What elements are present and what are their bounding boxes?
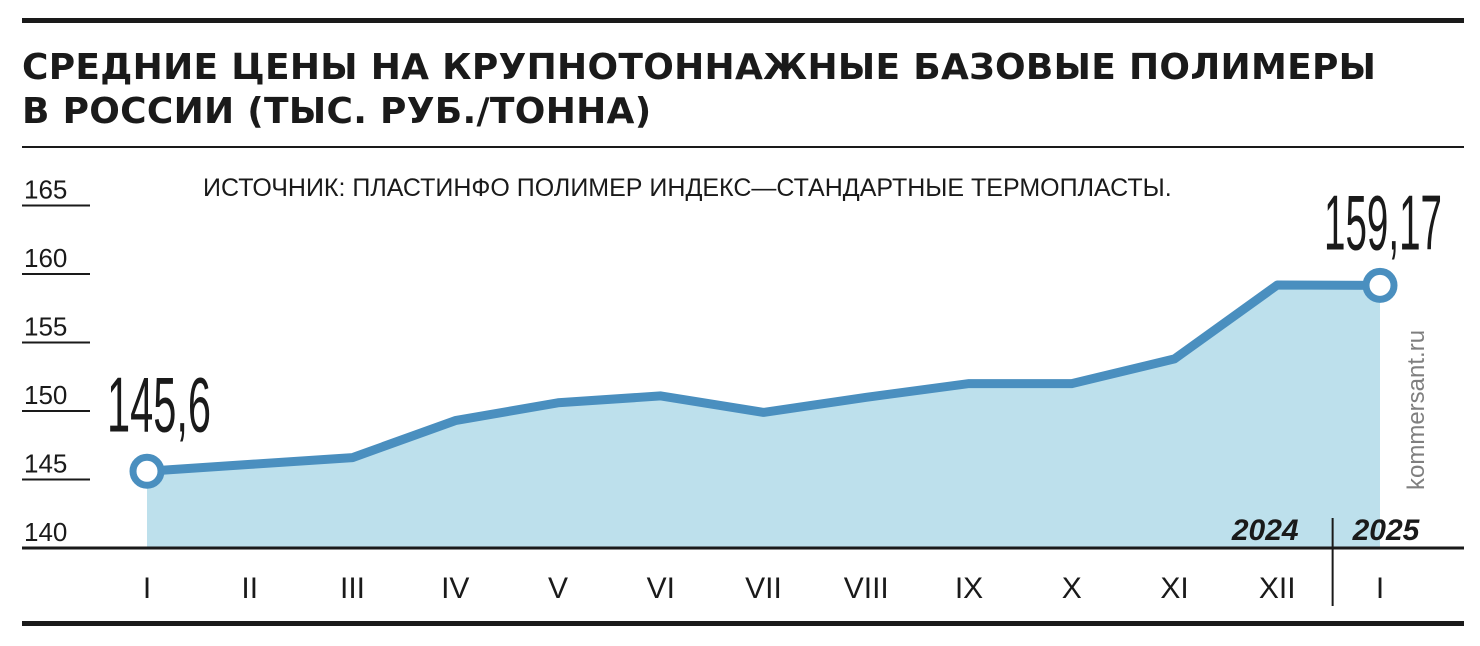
y-tick-label: 145 <box>24 449 67 479</box>
point-marker <box>1362 267 1398 303</box>
chart-title-line-1: СРЕДНИЕ ЦЕНЫ НА КРУПНОТОННАЖНЫЕ БАЗОВЫЕ … <box>22 47 1377 88</box>
year-label: 2025 <box>1352 514 1421 547</box>
y-tick-label: 165 <box>24 175 67 205</box>
credit-watermark: kommersant.ru <box>1403 330 1430 490</box>
x-category-label: V <box>548 572 568 605</box>
y-tick-label: 140 <box>24 517 67 547</box>
y-tick-label: 155 <box>24 312 67 342</box>
title-divider <box>22 146 1464 148</box>
chart-title-line-2: В РОССИИ (ТЫС. РУБ./ТОННА) <box>22 91 652 132</box>
x-category-label: VII <box>745 572 782 605</box>
x-category-label: IX <box>955 572 983 605</box>
year-label: 2024 <box>1231 514 1299 547</box>
x-category-label: II <box>241 572 258 605</box>
x-category-label: IV <box>441 572 469 605</box>
point-value-label: 145,6 <box>107 360 211 448</box>
bottom-rule <box>22 621 1464 626</box>
price-line <box>146 280 1381 476</box>
chart-title: СРЕДНИЕ ЦЕНЫ НА КРУПНОТОННАЖНЫЕ БАЗОВЫЕ … <box>22 46 1376 134</box>
x-category-label: VI <box>647 572 675 605</box>
x-category-label: III <box>340 572 365 605</box>
x-category-label: XII <box>1259 572 1296 605</box>
point-value-label: 159,17 <box>1324 178 1442 266</box>
top-rule <box>22 18 1464 23</box>
x-axis-categories: I II III IV V VI VII VIII IX X XI XII I <box>143 572 1384 605</box>
x-category-label: VIII <box>844 572 889 605</box>
x-category-label: I <box>1376 572 1384 605</box>
year-labels: 2024 2025 <box>1231 514 1421 547</box>
source-note: ИСТОЧНИК: ПЛАСТИНФО ПОЛИМЕР ИНДЕКС—СТАНД… <box>203 174 1172 202</box>
point-markers: 145,6 159,17 <box>107 178 1442 489</box>
x-category-label: XI <box>1160 572 1188 605</box>
y-axis-ticks: 165 160 155 150 145 140 <box>22 175 90 547</box>
x-category-label: I <box>143 572 151 605</box>
x-category-label: X <box>1062 572 1082 605</box>
point-marker <box>129 453 165 489</box>
y-tick-label: 150 <box>24 380 67 410</box>
y-tick-label: 160 <box>24 243 67 273</box>
